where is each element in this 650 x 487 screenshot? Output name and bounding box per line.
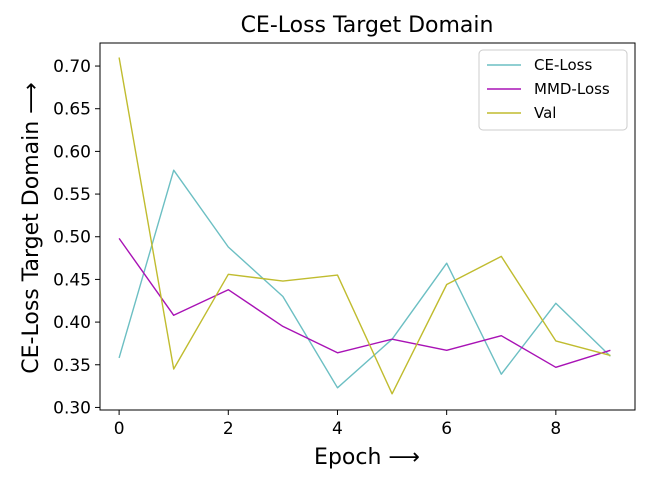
legend-label: CE-Loss [534,56,592,74]
x-tick-label: 4 [332,419,343,439]
y-tick-label: 0.30 [53,398,91,418]
y-tick-label: 0.70 [53,57,91,77]
x-tick-label: 8 [550,419,561,439]
legend-label: MMD-Loss [534,80,610,98]
legend-frame [478,49,628,131]
plot-area-frame [99,42,636,411]
chart-title: CE-Loss Target Domain [241,13,494,38]
y-tick-label: 0.50 [53,228,91,248]
legend: CE-Loss MMD-Loss Val [478,49,628,131]
y-tick-label: 0.60 [53,142,91,162]
series-lines [118,57,611,395]
x-tick-label: 2 [223,419,234,439]
y-tick-label: 0.55 [53,185,91,205]
legend-label: Val [534,104,556,122]
x-axis-title: Epoch ⟶ [314,445,420,470]
y-tick-label: 0.45 [53,270,91,290]
y-tick-label: 0.35 [53,356,91,376]
y-tick-label: 0.40 [53,313,91,333]
x-tick-label: 0 [114,419,125,439]
series-line-mmd-loss [118,237,611,368]
axis-ticks: 0 2 4 6 8 0.30 0.35 0.40 0.45 0.50 0.55 0.60 0.65 0.7… [53,57,561,439]
y-axis-title: CE-Loss Target Domain ⟶ [19,82,44,373]
y-tick-label: 0.65 [53,100,91,120]
x-tick-label: 6 [441,419,452,439]
series-line-ce-loss [118,169,611,389]
series-line-val [118,57,611,395]
